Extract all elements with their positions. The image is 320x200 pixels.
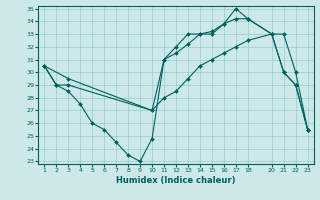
X-axis label: Humidex (Indice chaleur): Humidex (Indice chaleur) (116, 176, 236, 185)
